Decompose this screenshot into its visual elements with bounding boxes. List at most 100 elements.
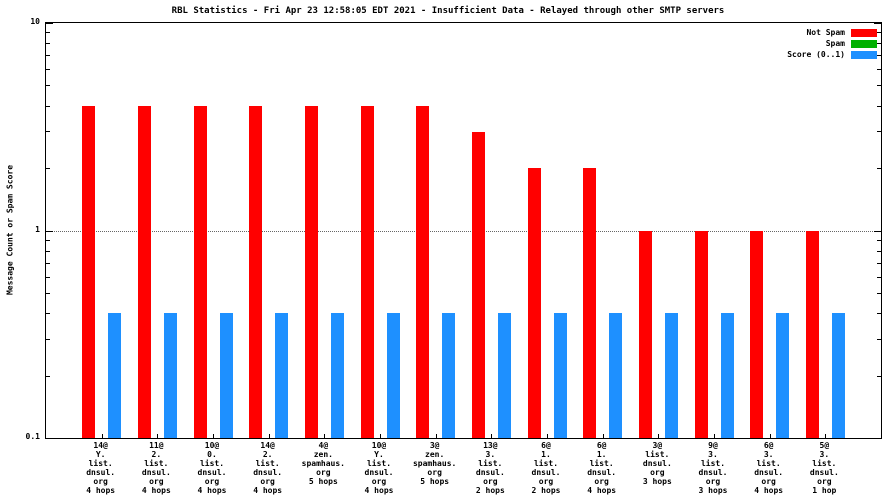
y-tick (46, 230, 53, 232)
y-tick (877, 55, 881, 57)
y-tick (46, 262, 50, 264)
x-category-label-line: dnsul. (86, 468, 116, 477)
y-tick (877, 313, 881, 315)
x-category-label: 11@ 2. list. dnsul. org 4 hops (142, 441, 171, 495)
y-tick (877, 105, 881, 107)
x-tick (435, 434, 437, 438)
x-category-label-line: org (93, 477, 108, 486)
bar-score-0-1- (108, 313, 122, 438)
bar-score-0-1- (163, 313, 177, 438)
x-category-label-line: 3 hops (642, 477, 672, 486)
x-category-label-line: list. (645, 450, 670, 459)
x-category-label-line: list. (478, 459, 503, 468)
x-tick (213, 434, 214, 438)
bar-not-spam (193, 105, 207, 438)
x-category-label-line: 4@ (318, 441, 329, 450)
x-category-label-line: spamhaus. (301, 459, 346, 468)
bar-score-0-1- (776, 313, 790, 438)
x-category-label-line: list. (812, 459, 837, 468)
bar-not-spam (750, 230, 764, 438)
x-category-label-line: 4 hops (253, 486, 283, 495)
bar-score-0-1- (831, 313, 845, 438)
legend: Not Spam Spam Score (0..1) (787, 28, 877, 59)
x-category-label-line: org (538, 477, 554, 486)
x-category-label-line: dnsul. (475, 468, 505, 477)
x-category-label-line: list. (144, 459, 169, 468)
x-category-label-line: 4 hops (754, 486, 784, 495)
y-tick (874, 438, 881, 439)
y-tick (877, 131, 881, 133)
y-tick (46, 292, 50, 294)
x-category-label-line: 2. (262, 450, 273, 459)
y-tick (877, 43, 881, 45)
x-category-label: 13@ 3. list. dnsul. org 2 hops (476, 441, 505, 495)
x-category-label-line: 6@ (596, 441, 607, 450)
y-tick-label: 10 (30, 17, 40, 26)
x-category-label-line: list. (255, 459, 280, 468)
x-category-label-line: 5 hops (308, 477, 338, 486)
x-tick (658, 434, 660, 438)
legend-item: Not Spam (806, 28, 877, 37)
y-tick (46, 276, 50, 278)
bar-not-spam (527, 168, 541, 438)
x-tick (602, 434, 604, 438)
x-category-label-line: 1. (541, 450, 551, 459)
x-category-label-line: org (260, 477, 275, 486)
x-category-label-line: 4 hops (197, 486, 227, 495)
bar-score-0-1- (497, 313, 511, 438)
legend-label: Spam (825, 39, 845, 48)
x-category-label-line: list. (700, 459, 726, 468)
bar-score-0-1- (553, 313, 567, 438)
y-tick-label: 1 (35, 224, 40, 234)
x-category-label: 3@ list. dnsul. org 3 hops (643, 441, 672, 486)
x-category-label-line: org (705, 477, 721, 486)
x-category-label-line: dnsul. (698, 468, 728, 477)
y-tick (877, 85, 881, 87)
legend-swatch (851, 39, 877, 48)
x-tick (380, 434, 381, 438)
x-category-label-line: 0. (207, 450, 217, 459)
x-category-label-line: org (204, 477, 220, 486)
x-category-label-line: list. (199, 459, 225, 468)
bar-score-0-1- (720, 313, 734, 438)
bar-not-spam (360, 105, 374, 438)
x-category-label-line: org (316, 468, 331, 477)
y-tick (877, 69, 881, 71)
bar-score-0-1- (386, 313, 400, 438)
bar-score-0-1- (664, 313, 678, 438)
x-category-label-line: 2. (151, 450, 162, 459)
x-tick (324, 434, 326, 438)
legend-swatch (851, 28, 877, 37)
y-tick (874, 23, 881, 24)
x-category-label-line: org (594, 477, 609, 486)
x-category-label-line: 1 hop (812, 486, 837, 495)
x-category-label-line: list. (88, 459, 113, 468)
bar-not-spam (137, 105, 151, 438)
x-category-label: 5@ 3. list. dnsul. org 1 hop (810, 441, 839, 495)
bar-score-0-1- (275, 313, 289, 438)
y-tick (877, 276, 881, 278)
x-category-label-line: 10@ (204, 441, 220, 450)
x-category-label-line: 4 hops (86, 486, 116, 495)
bar-not-spam (82, 105, 96, 438)
x-category-label-line: org (371, 477, 387, 486)
y-tick (877, 375, 881, 377)
x-category-label-line: Y. (374, 450, 384, 459)
y-tick (874, 230, 881, 232)
x-tick (157, 434, 159, 438)
bar-not-spam (638, 230, 652, 438)
x-category-label-line: dnsul. (642, 459, 672, 468)
x-category-label-line: 14@ (93, 441, 108, 450)
legend-item: Spam (826, 39, 877, 48)
legend-swatch (851, 50, 877, 59)
y-tick (877, 32, 881, 34)
x-category-label-line: org (427, 468, 442, 477)
x-category-label-line: org (149, 477, 164, 486)
x-category-label-line: 3 hops (698, 486, 728, 495)
x-category-label-line: spamhaus. (412, 459, 457, 468)
x-category-label-line: dnsul. (253, 468, 283, 477)
y-tick (877, 250, 881, 252)
bar-score-0-1- (330, 313, 344, 438)
x-tick (101, 434, 103, 438)
